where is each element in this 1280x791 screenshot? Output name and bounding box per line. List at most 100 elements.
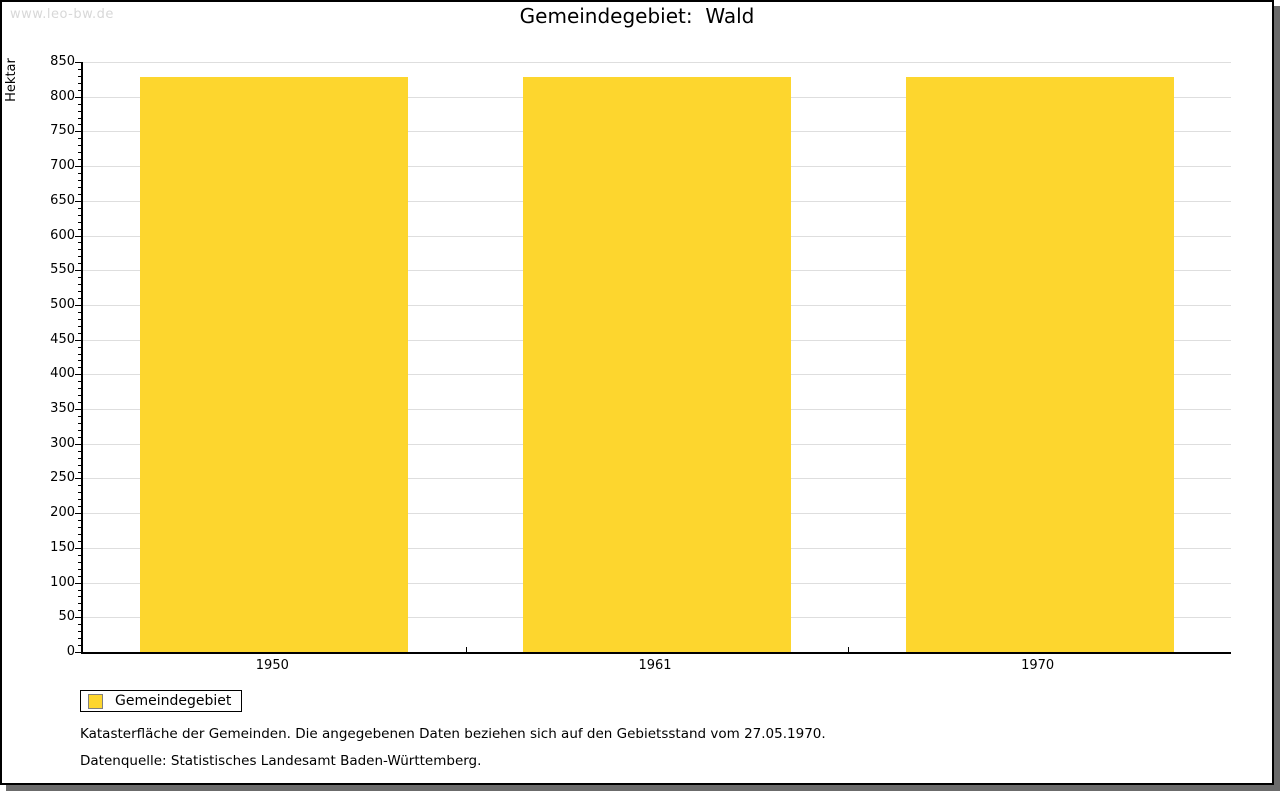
- x-category-label: 1961: [638, 658, 672, 673]
- y-minor-tick: [78, 214, 81, 216]
- y-tick-label: 700: [50, 158, 75, 174]
- y-minor-tick: [78, 540, 81, 542]
- y-minor-tick: [78, 263, 81, 265]
- y-major-tick: [75, 652, 81, 653]
- y-minor-tick: [78, 207, 81, 209]
- y-tick-label: 750: [50, 123, 75, 139]
- y-minor-tick: [78, 561, 81, 563]
- y-major-tick: [75, 62, 81, 63]
- y-minor-tick: [78, 499, 81, 501]
- y-minor-tick: [78, 436, 81, 438]
- y-minor-tick: [78, 416, 81, 417]
- y-minor-tick: [78, 284, 81, 286]
- y-minor-tick: [78, 110, 81, 112]
- y-tick-label: 150: [50, 539, 75, 555]
- gridline: [83, 62, 1231, 63]
- y-minor-tick: [78, 82, 81, 84]
- legend: Gemeindegebiet: [80, 690, 243, 712]
- y-minor-tick: [78, 298, 81, 299]
- y-minor-tick: [78, 277, 81, 279]
- y-minor-tick: [78, 457, 81, 459]
- y-minor-tick: [78, 346, 81, 348]
- y-minor-tick: [78, 193, 81, 195]
- y-minor-tick: [78, 381, 81, 383]
- y-minor-tick: [78, 242, 81, 244]
- y-major-tick: [75, 304, 81, 306]
- y-minor-tick: [78, 75, 81, 77]
- y-major-tick: [75, 200, 81, 202]
- y-axis-label: Hektar: [4, 58, 19, 102]
- y-major-tick: [75, 270, 81, 272]
- y-major-tick: [75, 339, 81, 341]
- y-major-tick: [75, 409, 81, 411]
- y-major-tick: [75, 617, 81, 619]
- y-minor-tick: [78, 506, 81, 508]
- y-minor-tick: [78, 568, 81, 570]
- y-minor-tick: [78, 554, 81, 556]
- y-minor-tick: [78, 367, 81, 369]
- y-minor-tick: [78, 249, 81, 251]
- y-minor-tick: [78, 311, 81, 313]
- y-minor-tick: [78, 124, 81, 126]
- y-minor-tick: [78, 256, 81, 258]
- y-major-tick: [75, 235, 81, 237]
- y-major-tick: [75, 166, 81, 168]
- y-minor-tick: [78, 485, 81, 487]
- x-boundary-tick: [848, 647, 850, 652]
- y-minor-tick: [78, 589, 81, 591]
- y-minor-tick: [78, 117, 81, 119]
- y-minor-tick: [78, 332, 81, 334]
- y-minor-tick: [78, 603, 81, 605]
- y-tick-label: 500: [50, 296, 75, 312]
- y-minor-tick: [78, 353, 81, 355]
- y-minor-tick: [78, 422, 81, 424]
- y-minor-tick: [78, 138, 81, 140]
- y-minor-tick: [78, 631, 81, 633]
- y-minor-tick: [78, 180, 81, 181]
- y-tick-label: 100: [50, 574, 75, 590]
- y-minor-tick: [78, 89, 81, 91]
- y-tick-label: 450: [50, 331, 75, 347]
- y-tick-label: 300: [50, 435, 75, 451]
- y-tick-label: 650: [50, 192, 75, 208]
- y-minor-tick: [78, 186, 81, 188]
- y-minor-tick: [78, 624, 81, 626]
- y-minor-tick: [78, 610, 81, 612]
- bar: [523, 77, 791, 652]
- y-major-tick: [75, 443, 81, 445]
- y-minor-tick: [78, 575, 81, 577]
- bar: [905, 77, 1174, 652]
- y-minor-tick: [78, 103, 81, 105]
- y-minor-tick: [78, 492, 81, 494]
- y-minor-tick: [78, 596, 81, 598]
- y-major-tick: [75, 374, 81, 376]
- watermark: www.leo-bw.de: [10, 7, 114, 22]
- x-category-label: 1970: [1021, 658, 1055, 673]
- y-minor-tick: [78, 395, 81, 397]
- y-minor-tick: [78, 173, 81, 175]
- y-tick-label: 0: [66, 644, 75, 659]
- y-tick-label: 800: [50, 88, 75, 104]
- y-major-tick: [75, 513, 81, 515]
- y-major-tick: [75, 131, 81, 133]
- y-minor-tick: [78, 318, 81, 320]
- y-tick-label: 400: [50, 366, 75, 382]
- legend-swatch: [88, 693, 103, 709]
- bar: [140, 77, 409, 652]
- y-minor-tick: [78, 388, 81, 390]
- y-minor-tick: [78, 145, 81, 147]
- y-minor-tick: [78, 152, 81, 154]
- y-major-tick: [75, 478, 81, 480]
- y-tick-label: 550: [50, 262, 75, 278]
- y-tick-label: 50: [58, 609, 75, 625]
- chart-title: Gemeindegebiet: Wald: [519, 4, 755, 28]
- y-minor-tick: [78, 645, 81, 647]
- y-minor-tick: [78, 471, 81, 473]
- y-minor-tick: [78, 325, 81, 327]
- y-minor-tick: [78, 68, 81, 70]
- y-tick-label: 250: [50, 470, 75, 486]
- y-tick-label: 200: [50, 505, 75, 521]
- footnote-data-source: Datenquelle: Statistisches Landesamt Bad…: [80, 753, 482, 769]
- y-minor-tick: [78, 450, 81, 452]
